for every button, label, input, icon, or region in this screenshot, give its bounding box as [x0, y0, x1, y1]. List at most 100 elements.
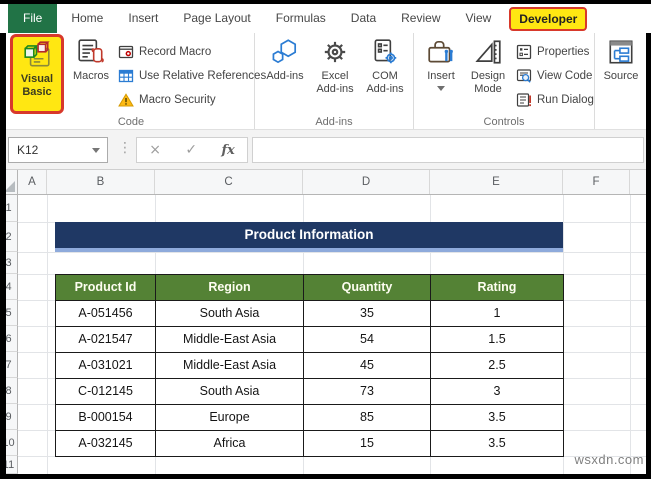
tab-formulas[interactable]: Formulas: [275, 11, 326, 25]
record-macro-button[interactable]: Record Macro: [118, 40, 266, 64]
ribbon: Visual Basic Macros: [0, 33, 651, 130]
screenshot-border-right: [646, 33, 651, 479]
table-header-cell[interactable]: Region: [156, 275, 304, 301]
enter-button[interactable]: ✓: [185, 142, 198, 158]
table-cell[interactable]: 45: [304, 353, 431, 379]
relative-references-icon: [118, 68, 134, 84]
run-dialog-label: Run Dialog: [537, 94, 594, 106]
gridline-vertical: [630, 195, 631, 474]
banner-accent-bar: [55, 248, 563, 252]
macro-security-button[interactable]: Macro Security: [118, 88, 266, 112]
view-code-button[interactable]: View Code: [516, 64, 594, 88]
table-cell[interactable]: A-021547: [56, 327, 156, 353]
table-cell[interactable]: Africa: [156, 431, 304, 457]
ribbon-group-xml: Source: [595, 33, 646, 129]
formula-input[interactable]: [252, 137, 644, 163]
properties-button[interactable]: Properties: [516, 40, 594, 64]
macro-security-label: Macro Security: [139, 94, 216, 106]
com-addin-list-gear-icon: [370, 37, 400, 67]
table-cell[interactable]: 35: [304, 301, 431, 327]
column-header-B[interactable]: B: [47, 170, 155, 194]
tab-file[interactable]: File: [8, 4, 58, 33]
tab-home[interactable]: Home: [71, 11, 104, 25]
run-dialog-button[interactable]: Run Dialog: [516, 88, 594, 112]
tab-page-layout[interactable]: Page Layout: [183, 11, 251, 25]
column-header-A[interactable]: A: [18, 170, 47, 194]
formula-bar-separator: ⋮: [118, 140, 132, 156]
table-cell[interactable]: Middle-East Asia: [156, 327, 304, 353]
ribbon-group-code: Visual Basic Macros: [8, 33, 266, 129]
table-cell[interactable]: 2.5: [431, 353, 564, 379]
insert-function-button[interactable]: fx: [221, 142, 235, 158]
table-cell[interactable]: 3.5: [431, 405, 564, 431]
name-box-dropdown-icon[interactable]: [92, 148, 100, 153]
table-cell[interactable]: 1: [431, 301, 564, 327]
table-cell[interactable]: Middle-East Asia: [156, 353, 304, 379]
table-row: A-032145 Africa 15 3.5: [56, 431, 564, 457]
table-cell[interactable]: 3.5: [431, 431, 564, 457]
tab-insert[interactable]: Insert: [128, 11, 159, 25]
table-cell[interactable]: A-032145: [56, 431, 156, 457]
table-cell[interactable]: 73: [304, 379, 431, 405]
column-header-F[interactable]: F: [563, 170, 630, 194]
table-cell[interactable]: South Asia: [156, 301, 304, 327]
use-relative-references-button[interactable]: Use Relative References: [118, 64, 266, 88]
com-add-ins-label: COM Add-ins: [366, 70, 404, 95]
column-header-E[interactable]: E: [430, 170, 563, 194]
table-row: A-021547 Middle-East Asia 54 1.5: [56, 327, 564, 353]
gridline-vertical: [47, 195, 48, 474]
table-cell[interactable]: 1.5: [431, 327, 564, 353]
select-all-button[interactable]: [0, 170, 18, 194]
table-cell[interactable]: C-012145: [56, 379, 156, 405]
table-cell[interactable]: 3: [431, 379, 564, 405]
table-cell[interactable]: A-051456: [56, 301, 156, 327]
screenshot-border-bottom: [0, 474, 651, 479]
tab-developer[interactable]: Developer: [509, 6, 588, 31]
record-macro-label: Record Macro: [139, 46, 212, 58]
table-header-cell[interactable]: Rating: [431, 275, 564, 301]
product-table: Product Id Region Quantity Rating A-051456 So…: [55, 274, 564, 457]
table-cell[interactable]: 54: [304, 327, 431, 353]
excel-add-ins-button[interactable]: Excel Add-ins: [312, 37, 358, 96]
table-row: B-000154 Europe 85 3.5: [56, 405, 564, 431]
source-button[interactable]: Source: [599, 37, 643, 83]
table-header-row: Product Id Region Quantity Rating: [56, 275, 564, 301]
xml-source-icon: [606, 37, 636, 67]
table-header-cell[interactable]: Product Id: [56, 275, 156, 301]
table-cell[interactable]: 85: [304, 405, 431, 431]
table-cell[interactable]: Europe: [156, 405, 304, 431]
table-cell[interactable]: South Asia: [156, 379, 304, 405]
watermark: wsxdn.com: [574, 452, 644, 467]
screenshot-border-left: [0, 33, 6, 479]
name-box[interactable]: K12: [8, 137, 108, 163]
table-cell[interactable]: A-031021: [56, 353, 156, 379]
visual-basic-button[interactable]: Visual Basic: [10, 34, 64, 114]
macros-button[interactable]: Macros: [68, 37, 114, 83]
formula-buttons: × ✓ fx: [136, 137, 248, 163]
design-mode-button[interactable]: Design Mode: [464, 37, 512, 96]
tab-view[interactable]: View: [465, 11, 492, 25]
hexagon-addin-icon: [270, 37, 300, 67]
table-cell[interactable]: B-000154: [56, 405, 156, 431]
cancel-button[interactable]: ×: [149, 142, 161, 158]
com-add-ins-button[interactable]: COM Add-ins: [361, 37, 409, 96]
controls-group-label: Controls: [483, 116, 525, 128]
table-row: C-012145 South Asia 73 3: [56, 379, 564, 405]
add-ins-button[interactable]: Add-ins: [263, 37, 307, 83]
visual-basic-label: Visual Basic: [20, 73, 54, 98]
chevron-down-icon[interactable]: [437, 85, 445, 91]
product-information-banner[interactable]: Product Information: [55, 222, 563, 248]
table-header-cell[interactable]: Quantity: [304, 275, 431, 301]
select-all-triangle-icon: [4, 181, 15, 192]
tab-data[interactable]: Data: [350, 11, 377, 25]
tab-review[interactable]: Review: [401, 11, 441, 25]
column-header-D[interactable]: D: [303, 170, 430, 194]
column-header-C[interactable]: C: [155, 170, 303, 194]
record-macro-icon: [118, 44, 134, 60]
excel-add-ins-label: Excel Add-ins: [316, 70, 354, 95]
insert-controls-button[interactable]: Insert: [420, 37, 462, 91]
view-code-icon: [516, 68, 532, 84]
table-cell[interactable]: 15: [304, 431, 431, 457]
